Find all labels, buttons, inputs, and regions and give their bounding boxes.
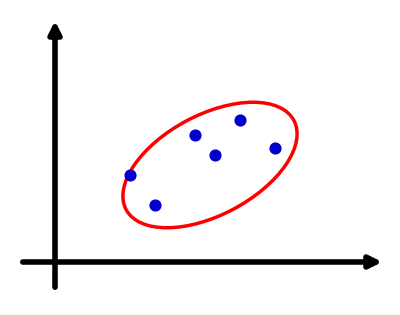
Point — [272, 146, 278, 151]
Point — [127, 173, 133, 178]
Point — [212, 152, 218, 158]
Point — [192, 133, 198, 138]
Point — [152, 203, 158, 208]
Point — [237, 117, 243, 123]
